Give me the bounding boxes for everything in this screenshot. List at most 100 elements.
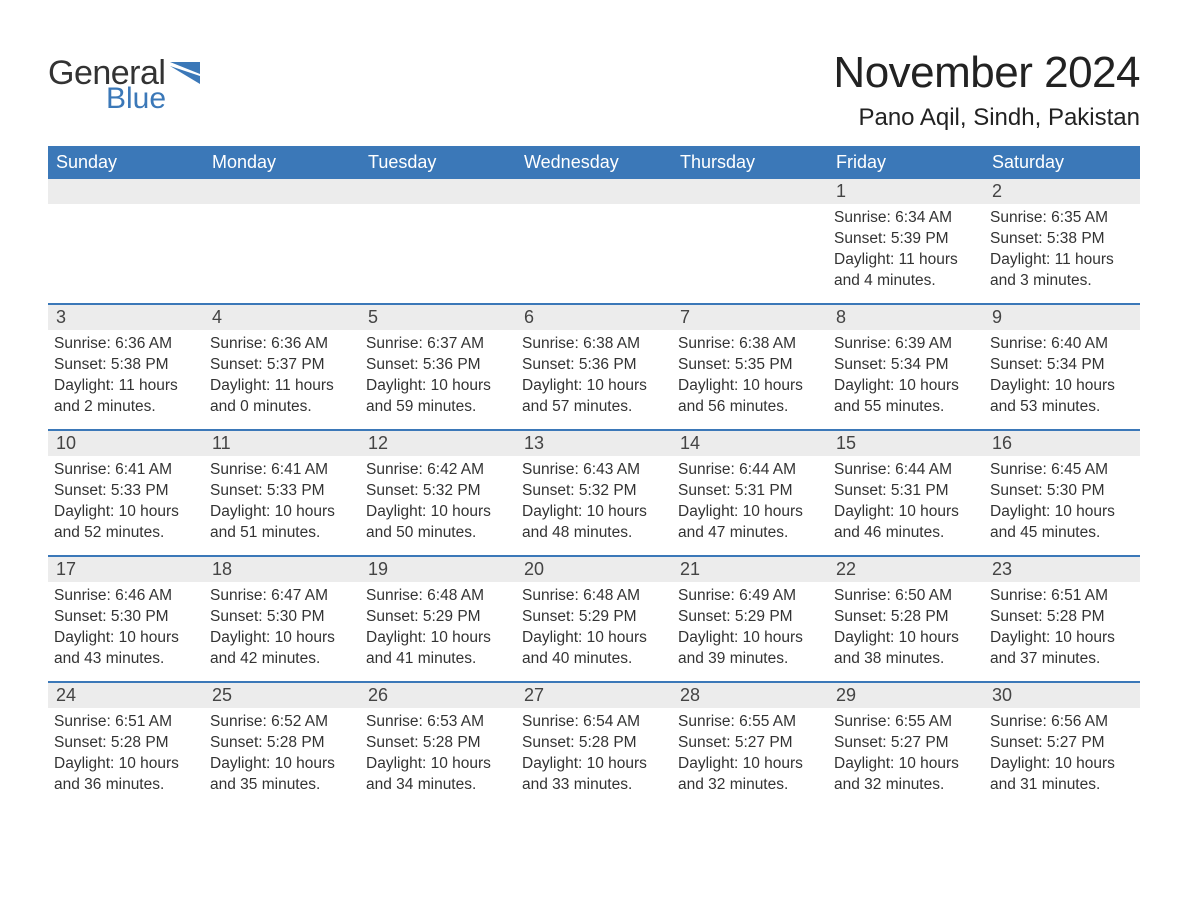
day-info: Sunrise: 6:39 AMSunset: 5:34 PMDaylight:… [834,334,978,418]
daylight-line: Daylight: 10 hours and 35 minutes. [210,754,354,796]
day-number: 22 [828,557,984,582]
day-cell: 17Sunrise: 6:46 AMSunset: 5:30 PMDayligh… [48,557,204,681]
sunrise-line: Sunrise: 6:55 AM [678,712,822,733]
day-number: 19 [360,557,516,582]
day-cell: 24Sunrise: 6:51 AMSunset: 5:28 PMDayligh… [48,683,204,807]
day-info: Sunrise: 6:44 AMSunset: 5:31 PMDaylight:… [678,460,822,544]
day-info: Sunrise: 6:49 AMSunset: 5:29 PMDaylight:… [678,586,822,670]
day-cell: 21Sunrise: 6:49 AMSunset: 5:29 PMDayligh… [672,557,828,681]
sunrise-line: Sunrise: 6:48 AM [366,586,510,607]
sunrise-line: Sunrise: 6:41 AM [210,460,354,481]
sunset-line: Sunset: 5:27 PM [990,733,1134,754]
day-number: 4 [204,305,360,330]
day-info: Sunrise: 6:42 AMSunset: 5:32 PMDaylight:… [366,460,510,544]
day-cell: 4 Sunrise: 6:36 AMSunset: 5:37 PMDaylight… [204,305,360,429]
day-number: 6 [516,305,672,330]
day-info: Sunrise: 6:51 AMSunset: 5:28 PMDaylight:… [990,586,1134,670]
sunset-line: Sunset: 5:28 PM [834,607,978,628]
daylight-line: Daylight: 10 hours and 34 minutes. [366,754,510,796]
sunset-line: Sunset: 5:34 PM [990,355,1134,376]
day-number: . [48,179,204,204]
header: General Blue November 2024 Pano Aqil, Si… [48,48,1140,132]
daylight-line: Daylight: 10 hours and 40 minutes. [522,628,666,670]
day-cell: 14 Sunrise: 6:44 AMSunset: 5:31 PMDayligh… [672,431,828,555]
sunrise-line: Sunrise: 6:51 AM [54,712,198,733]
day-number: . [516,179,672,204]
sunrise-line: Sunrise: 6:40 AM [990,334,1134,355]
day-cell: 12Sunrise: 6:42 AMSunset: 5:32 PMDayligh… [360,431,516,555]
day-number: 2 [984,179,1140,204]
daylight-line: Daylight: 11 hours and 4 minutes. [834,250,978,292]
day-cell: 29Sunrise: 6:55 AMSunset: 5:27 PMDayligh… [828,683,984,807]
day-cell: . [516,179,672,303]
day-number: 29 [828,683,984,708]
weekday-saturday: Saturday [984,146,1140,179]
sunrise-line: Sunrise: 6:36 AM [210,334,354,355]
day-cell: 25Sunrise: 6:52 AMSunset: 5:28 PMDayligh… [204,683,360,807]
sunset-line: Sunset: 5:30 PM [990,481,1134,502]
sunset-line: Sunset: 5:38 PM [990,229,1134,250]
day-info: Sunrise: 6:41 AMSunset: 5:33 PMDaylight:… [54,460,198,544]
month-title: November 2024 [833,48,1140,98]
day-info: Sunrise: 6:37 AMSunset: 5:36 PMDaylight:… [366,334,510,418]
title-block: November 2024 Pano Aqil, Sindh, Pakistan [833,48,1140,132]
daylight-line: Daylight: 10 hours and 59 minutes. [366,376,510,418]
day-number: 1 [828,179,984,204]
day-info: Sunrise: 6:41 AMSunset: 5:33 PMDaylight:… [210,460,354,544]
day-cell: 28Sunrise: 6:55 AMSunset: 5:27 PMDayligh… [672,683,828,807]
day-info: Sunrise: 6:48 AMSunset: 5:29 PMDaylight:… [366,586,510,670]
day-cell: 9 Sunrise: 6:40 AMSunset: 5:34 PMDaylight… [984,305,1140,429]
day-cell: 2Sunrise: 6:35 AMSunset: 5:38 PMDaylight… [984,179,1140,303]
day-cell: 26Sunrise: 6:53 AMSunset: 5:28 PMDayligh… [360,683,516,807]
sunset-line: Sunset: 5:29 PM [366,607,510,628]
day-cell: 13Sunrise: 6:43 AMSunset: 5:32 PMDayligh… [516,431,672,555]
weekday-monday: Monday [204,146,360,179]
day-info: Sunrise: 6:40 AMSunset: 5:34 PMDaylight:… [990,334,1134,418]
sunset-line: Sunset: 5:32 PM [366,481,510,502]
day-number: 7 [672,305,828,330]
week-row: 10Sunrise: 6:41 AMSunset: 5:33 PMDayligh… [48,429,1140,555]
sunset-line: Sunset: 5:34 PM [834,355,978,376]
day-number: . [672,179,828,204]
daylight-line: Daylight: 10 hours and 48 minutes. [522,502,666,544]
day-info: Sunrise: 6:36 AMSunset: 5:37 PMDaylight:… [210,334,354,418]
daylight-line: Daylight: 10 hours and 39 minutes. [678,628,822,670]
day-cell: 19 Sunrise: 6:48 AMSunset: 5:29 PMDayligh… [360,557,516,681]
day-number: . [204,179,360,204]
daylight-line: Daylight: 10 hours and 47 minutes. [678,502,822,544]
day-cell: 6 Sunrise: 6:38 AMSunset: 5:36 PMDaylight… [516,305,672,429]
weekday-thursday: Thursday [672,146,828,179]
day-number: 20 [516,557,672,582]
day-number: . [360,179,516,204]
daylight-line: Daylight: 10 hours and 31 minutes. [990,754,1134,796]
sunset-line: Sunset: 5:38 PM [54,355,198,376]
week-row: 3Sunrise: 6:36 AMSunset: 5:38 PMDaylight… [48,303,1140,429]
daylight-line: Daylight: 10 hours and 51 minutes. [210,502,354,544]
day-number: 9 [984,305,1140,330]
daylight-line: Daylight: 11 hours and 0 minutes. [210,376,354,418]
day-info: Sunrise: 6:38 AMSunset: 5:36 PMDaylight:… [522,334,666,418]
sunset-line: Sunset: 5:37 PM [210,355,354,376]
day-info: Sunrise: 6:43 AMSunset: 5:32 PMDaylight:… [522,460,666,544]
day-info: Sunrise: 6:44 AMSunset: 5:31 PMDaylight:… [834,460,978,544]
day-info: Sunrise: 6:48 AMSunset: 5:29 PMDaylight:… [522,586,666,670]
day-number: 14 [672,431,828,456]
day-cell: 22Sunrise: 6:50 AMSunset: 5:28 PMDayligh… [828,557,984,681]
sunset-line: Sunset: 5:36 PM [366,355,510,376]
day-number: 10 [48,431,204,456]
sunrise-line: Sunrise: 6:45 AM [990,460,1134,481]
sunrise-line: Sunrise: 6:56 AM [990,712,1134,733]
weeks-container: .....1Sunrise: 6:34 AMSunset: 5:39 PMDay… [48,179,1140,807]
daylight-line: Daylight: 10 hours and 42 minutes. [210,628,354,670]
day-cell: . [48,179,204,303]
sunset-line: Sunset: 5:27 PM [834,733,978,754]
sunrise-line: Sunrise: 6:44 AM [834,460,978,481]
day-info: Sunrise: 6:46 AMSunset: 5:30 PMDaylight:… [54,586,198,670]
weekday-friday: Friday [828,146,984,179]
sunrise-line: Sunrise: 6:43 AM [522,460,666,481]
daylight-line: Daylight: 11 hours and 2 minutes. [54,376,198,418]
sunrise-line: Sunrise: 6:44 AM [678,460,822,481]
day-cell: 5Sunrise: 6:37 AMSunset: 5:36 PMDaylight… [360,305,516,429]
week-row: 17Sunrise: 6:46 AMSunset: 5:30 PMDayligh… [48,555,1140,681]
day-info: Sunrise: 6:51 AMSunset: 5:28 PMDaylight:… [54,712,198,796]
